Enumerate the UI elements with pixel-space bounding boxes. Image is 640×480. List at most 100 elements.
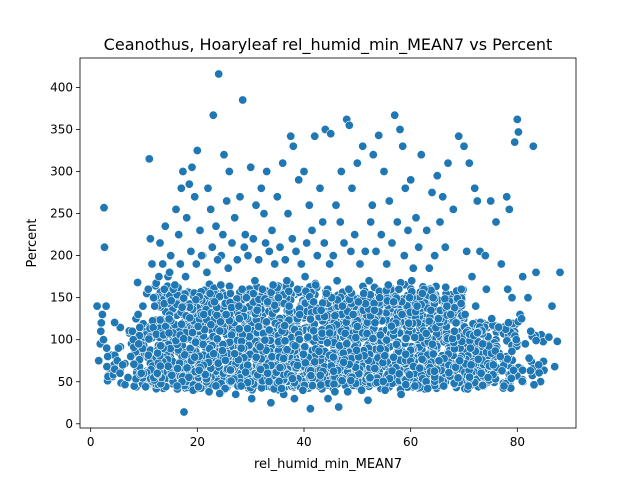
data-point — [211, 381, 221, 391]
data-point — [380, 385, 390, 395]
data-point — [312, 251, 322, 261]
y-tick-label: 250 — [50, 207, 73, 221]
data-point — [290, 341, 300, 351]
data-point — [284, 301, 294, 311]
x-tick-label: 80 — [510, 435, 525, 449]
data-point — [453, 373, 463, 383]
data-point — [360, 246, 370, 256]
data-point — [508, 365, 518, 375]
data-point — [279, 353, 289, 363]
data-point — [550, 362, 560, 372]
data-point — [273, 293, 283, 303]
data-point — [325, 259, 335, 269]
y-tick-label: 150 — [50, 291, 73, 305]
data-point — [511, 335, 521, 345]
data-point — [188, 327, 198, 337]
data-point — [319, 238, 329, 248]
data-point — [181, 272, 191, 282]
data-point — [215, 388, 225, 398]
data-point — [374, 130, 384, 140]
data-point — [478, 380, 488, 390]
data-point — [494, 322, 504, 332]
data-point — [478, 339, 488, 349]
data-point — [525, 366, 535, 376]
data-point — [528, 141, 538, 151]
data-point — [406, 175, 416, 185]
data-point — [287, 374, 297, 384]
data-point — [288, 141, 298, 151]
data-point — [263, 368, 273, 378]
data-point — [261, 238, 271, 248]
data-point — [135, 322, 145, 332]
data-point — [219, 150, 229, 160]
data-point — [227, 302, 237, 312]
data-point — [278, 158, 288, 168]
data-point — [499, 381, 509, 391]
data-point — [404, 318, 414, 328]
data-point — [389, 297, 399, 307]
data-point — [197, 251, 207, 261]
data-point — [102, 362, 112, 372]
data-point — [316, 305, 326, 315]
data-point — [456, 284, 466, 294]
data-point — [335, 217, 345, 227]
data-point — [427, 339, 437, 349]
data-point — [280, 255, 290, 265]
data-point — [491, 217, 501, 227]
data-point — [251, 200, 261, 210]
data-point — [200, 370, 210, 380]
data-point — [300, 272, 310, 282]
data-point — [387, 238, 397, 248]
data-point — [230, 213, 240, 223]
data-point — [330, 387, 340, 397]
data-point — [126, 351, 136, 361]
data-point — [236, 343, 246, 353]
data-point — [231, 389, 241, 399]
data-point — [235, 192, 245, 202]
data-point — [238, 95, 248, 105]
data-point — [110, 317, 120, 327]
data-point — [555, 267, 565, 277]
data-point — [227, 238, 237, 248]
data-point — [174, 230, 184, 240]
data-point — [179, 334, 189, 344]
data-point — [263, 297, 273, 307]
data-point — [318, 217, 328, 227]
data-point — [423, 383, 433, 393]
data-point — [248, 234, 258, 244]
data-point — [115, 322, 125, 332]
data-point — [389, 352, 399, 362]
data-point — [193, 321, 203, 331]
data-point — [305, 314, 315, 324]
data-point — [255, 342, 265, 352]
data-point — [138, 301, 148, 311]
data-point — [192, 146, 202, 156]
data-point — [346, 375, 356, 385]
x-tick-label: 60 — [403, 435, 418, 449]
data-point — [191, 337, 201, 347]
data-point — [209, 349, 219, 359]
data-point — [391, 339, 401, 349]
y-axis-label: Percent — [25, 219, 40, 268]
data-point — [208, 110, 218, 120]
data-point — [216, 317, 226, 327]
data-point — [239, 242, 249, 252]
data-point — [303, 332, 313, 342]
data-point — [299, 167, 309, 177]
data-point — [395, 125, 405, 135]
data-point — [118, 360, 128, 370]
data-point — [194, 365, 204, 375]
data-point — [358, 141, 368, 151]
data-point — [145, 234, 155, 244]
data-point — [100, 242, 110, 252]
data-point — [322, 338, 332, 348]
data-point — [375, 293, 385, 303]
x-axis-label: rel_humid_min_MEAN7 — [254, 457, 402, 472]
data-point — [326, 129, 336, 139]
data-point — [205, 288, 215, 298]
data-point — [307, 381, 317, 391]
data-point — [480, 251, 490, 261]
data-point — [262, 167, 272, 177]
data-point — [315, 183, 325, 193]
